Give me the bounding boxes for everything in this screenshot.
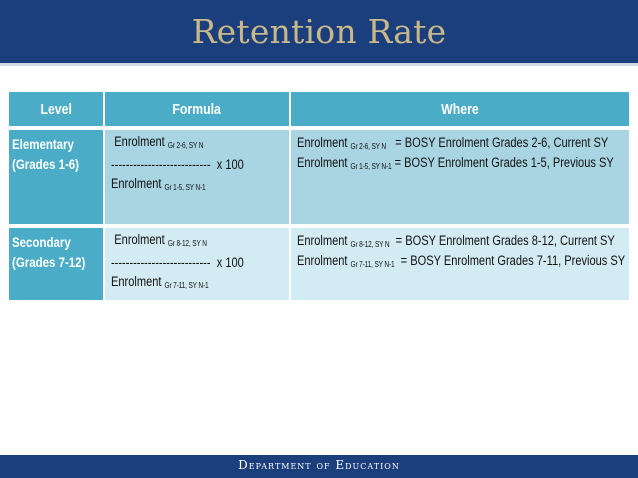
formula-divider: --------------------------- x 100 bbox=[111, 157, 244, 172]
formula-numerator: Enrolment Gr 8-12, SY N bbox=[114, 232, 207, 248]
level-name: Elementary bbox=[12, 136, 74, 152]
formula-denominator: Enrolment Gr 1-5, SY N-1 bbox=[111, 176, 206, 192]
row-elementary-level: Elementary (Grades 1-6) bbox=[9, 130, 103, 224]
level-grades: (Grades 1-6) bbox=[12, 156, 79, 172]
formula-divider: --------------------------- x 100 bbox=[111, 255, 244, 270]
where-definition: Enrolment Gr 1-5, SY N-1 = BOSY Enrolmen… bbox=[297, 155, 614, 171]
where-definition: Enrolment Gr 8-12, SY N = BOSY Enrolment… bbox=[297, 233, 615, 249]
title-band: Retention Rate bbox=[0, 0, 638, 66]
slide-title: Retention Rate bbox=[191, 12, 447, 51]
row-secondary-formula: Enrolment Gr 8-12, SY N ----------------… bbox=[105, 228, 289, 300]
header-where: Where bbox=[291, 92, 629, 126]
row-secondary-level: Secondary (Grades 7-12) bbox=[9, 228, 103, 300]
formula-numerator: Enrolment Gr 2-6, SY N bbox=[114, 134, 204, 150]
footer-department-name: Department of Education bbox=[238, 458, 400, 472]
header-formula: Formula bbox=[105, 92, 289, 126]
footer-band: Department of Education bbox=[0, 455, 638, 478]
where-definition: Enrolment Gr 7-11, SY N-1 = BOSY Enrolme… bbox=[297, 253, 626, 269]
row-elementary-formula: Enrolment Gr 2-6, SY N -----------------… bbox=[105, 130, 289, 224]
level-name: Secondary bbox=[12, 234, 71, 250]
where-definition: Enrolment Gr 2-6, SY N = BOSY Enrolment … bbox=[297, 135, 609, 151]
level-grades: (Grades 7-12) bbox=[12, 254, 86, 270]
row-elementary-where: Enrolment Gr 2-6, SY N = BOSY Enrolment … bbox=[291, 130, 629, 224]
header-level: Level bbox=[9, 92, 103, 126]
row-secondary-where: Enrolment Gr 8-12, SY N = BOSY Enrolment… bbox=[291, 228, 629, 300]
formula-denominator: Enrolment Gr 7-11, SY N-1 bbox=[111, 274, 209, 290]
